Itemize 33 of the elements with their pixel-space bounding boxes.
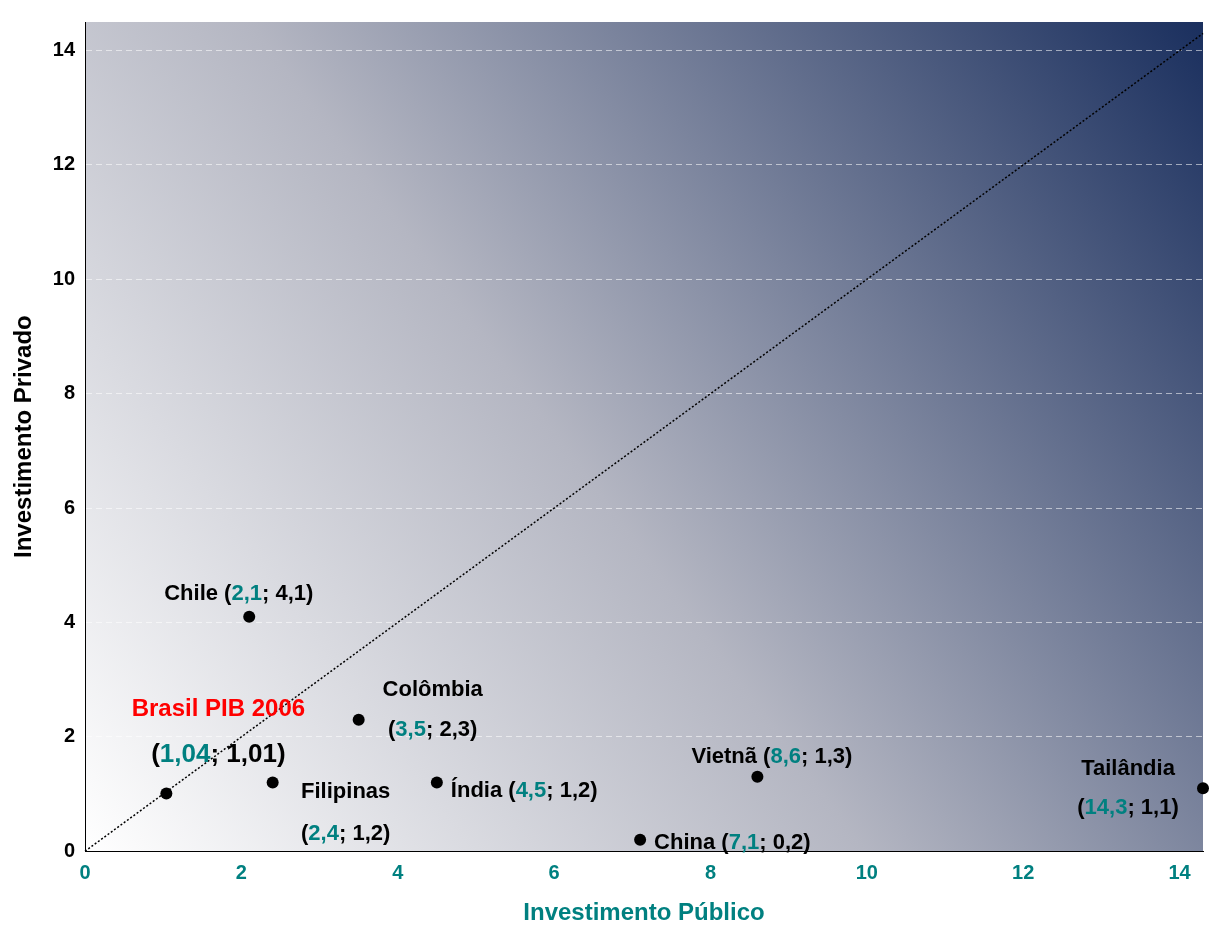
x-tick-label: 4 — [392, 860, 405, 883]
x-tick-label: 14 — [1168, 860, 1192, 883]
y-tick-label: 14 — [52, 38, 76, 61]
y-tick-label: 12 — [52, 152, 76, 175]
annotation: Filipinas (2,4; 1,2) — [301, 777, 391, 845]
annotation: Chile (2,1; 4,1) — [164, 579, 314, 605]
point — [266, 776, 279, 789]
y-tick-label: 10 — [52, 266, 76, 289]
y-tick-label: 2 — [63, 724, 76, 747]
x-tick-label: 10 — [855, 860, 878, 883]
annotation: Vietnã (8,6; 1,3) — [691, 742, 853, 768]
point — [751, 770, 764, 783]
y-tick-label: 8 — [63, 381, 76, 404]
x-tick-label: 6 — [548, 860, 560, 883]
y-axis-title: Investimento Privado — [9, 315, 37, 558]
point — [160, 787, 173, 800]
annotation: Tailândia (14,3; 1,1) — [1077, 755, 1179, 820]
y-tick-label: 4 — [63, 609, 76, 632]
point — [1197, 782, 1209, 795]
x-tick-label: 2 — [235, 860, 247, 883]
annotation: Colômbia (3,5; 2,3) — [382, 675, 484, 741]
point — [430, 776, 443, 789]
x-tick-label: 12 — [1012, 860, 1035, 883]
x-tick-label: 0 — [79, 860, 91, 883]
y-tick-label: 0 — [63, 838, 76, 861]
y-tick-label: 6 — [63, 495, 76, 518]
point — [634, 833, 647, 846]
x-tick-label: 8 — [704, 860, 717, 883]
annotation: Índia (4,5; 1,2) — [450, 776, 598, 802]
point — [243, 610, 256, 623]
annotation: Brasil PIB 2006 (1,04; 1,01) — [131, 694, 306, 769]
x-axis-title: Investimento Público — [523, 898, 765, 926]
point — [352, 713, 365, 726]
